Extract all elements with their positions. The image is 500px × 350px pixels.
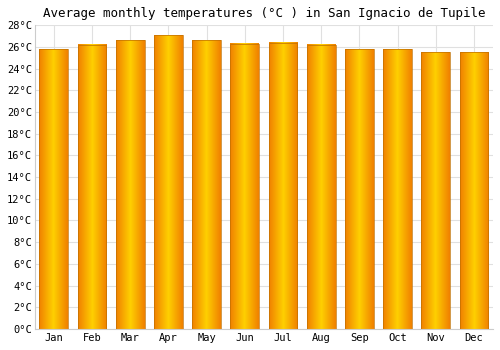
Bar <box>422 52 450 329</box>
Bar <box>230 44 259 329</box>
Bar <box>192 41 221 329</box>
Bar <box>383 49 412 329</box>
Bar <box>460 52 488 329</box>
Title: Average monthly temperatures (°C ) in San Ignacio de Tupile: Average monthly temperatures (°C ) in Sa… <box>42 7 485 20</box>
Bar <box>78 45 106 329</box>
Bar <box>345 49 374 329</box>
Bar <box>268 43 298 329</box>
Bar <box>307 45 336 329</box>
Bar <box>154 35 182 329</box>
Bar <box>116 41 144 329</box>
Bar <box>40 49 68 329</box>
